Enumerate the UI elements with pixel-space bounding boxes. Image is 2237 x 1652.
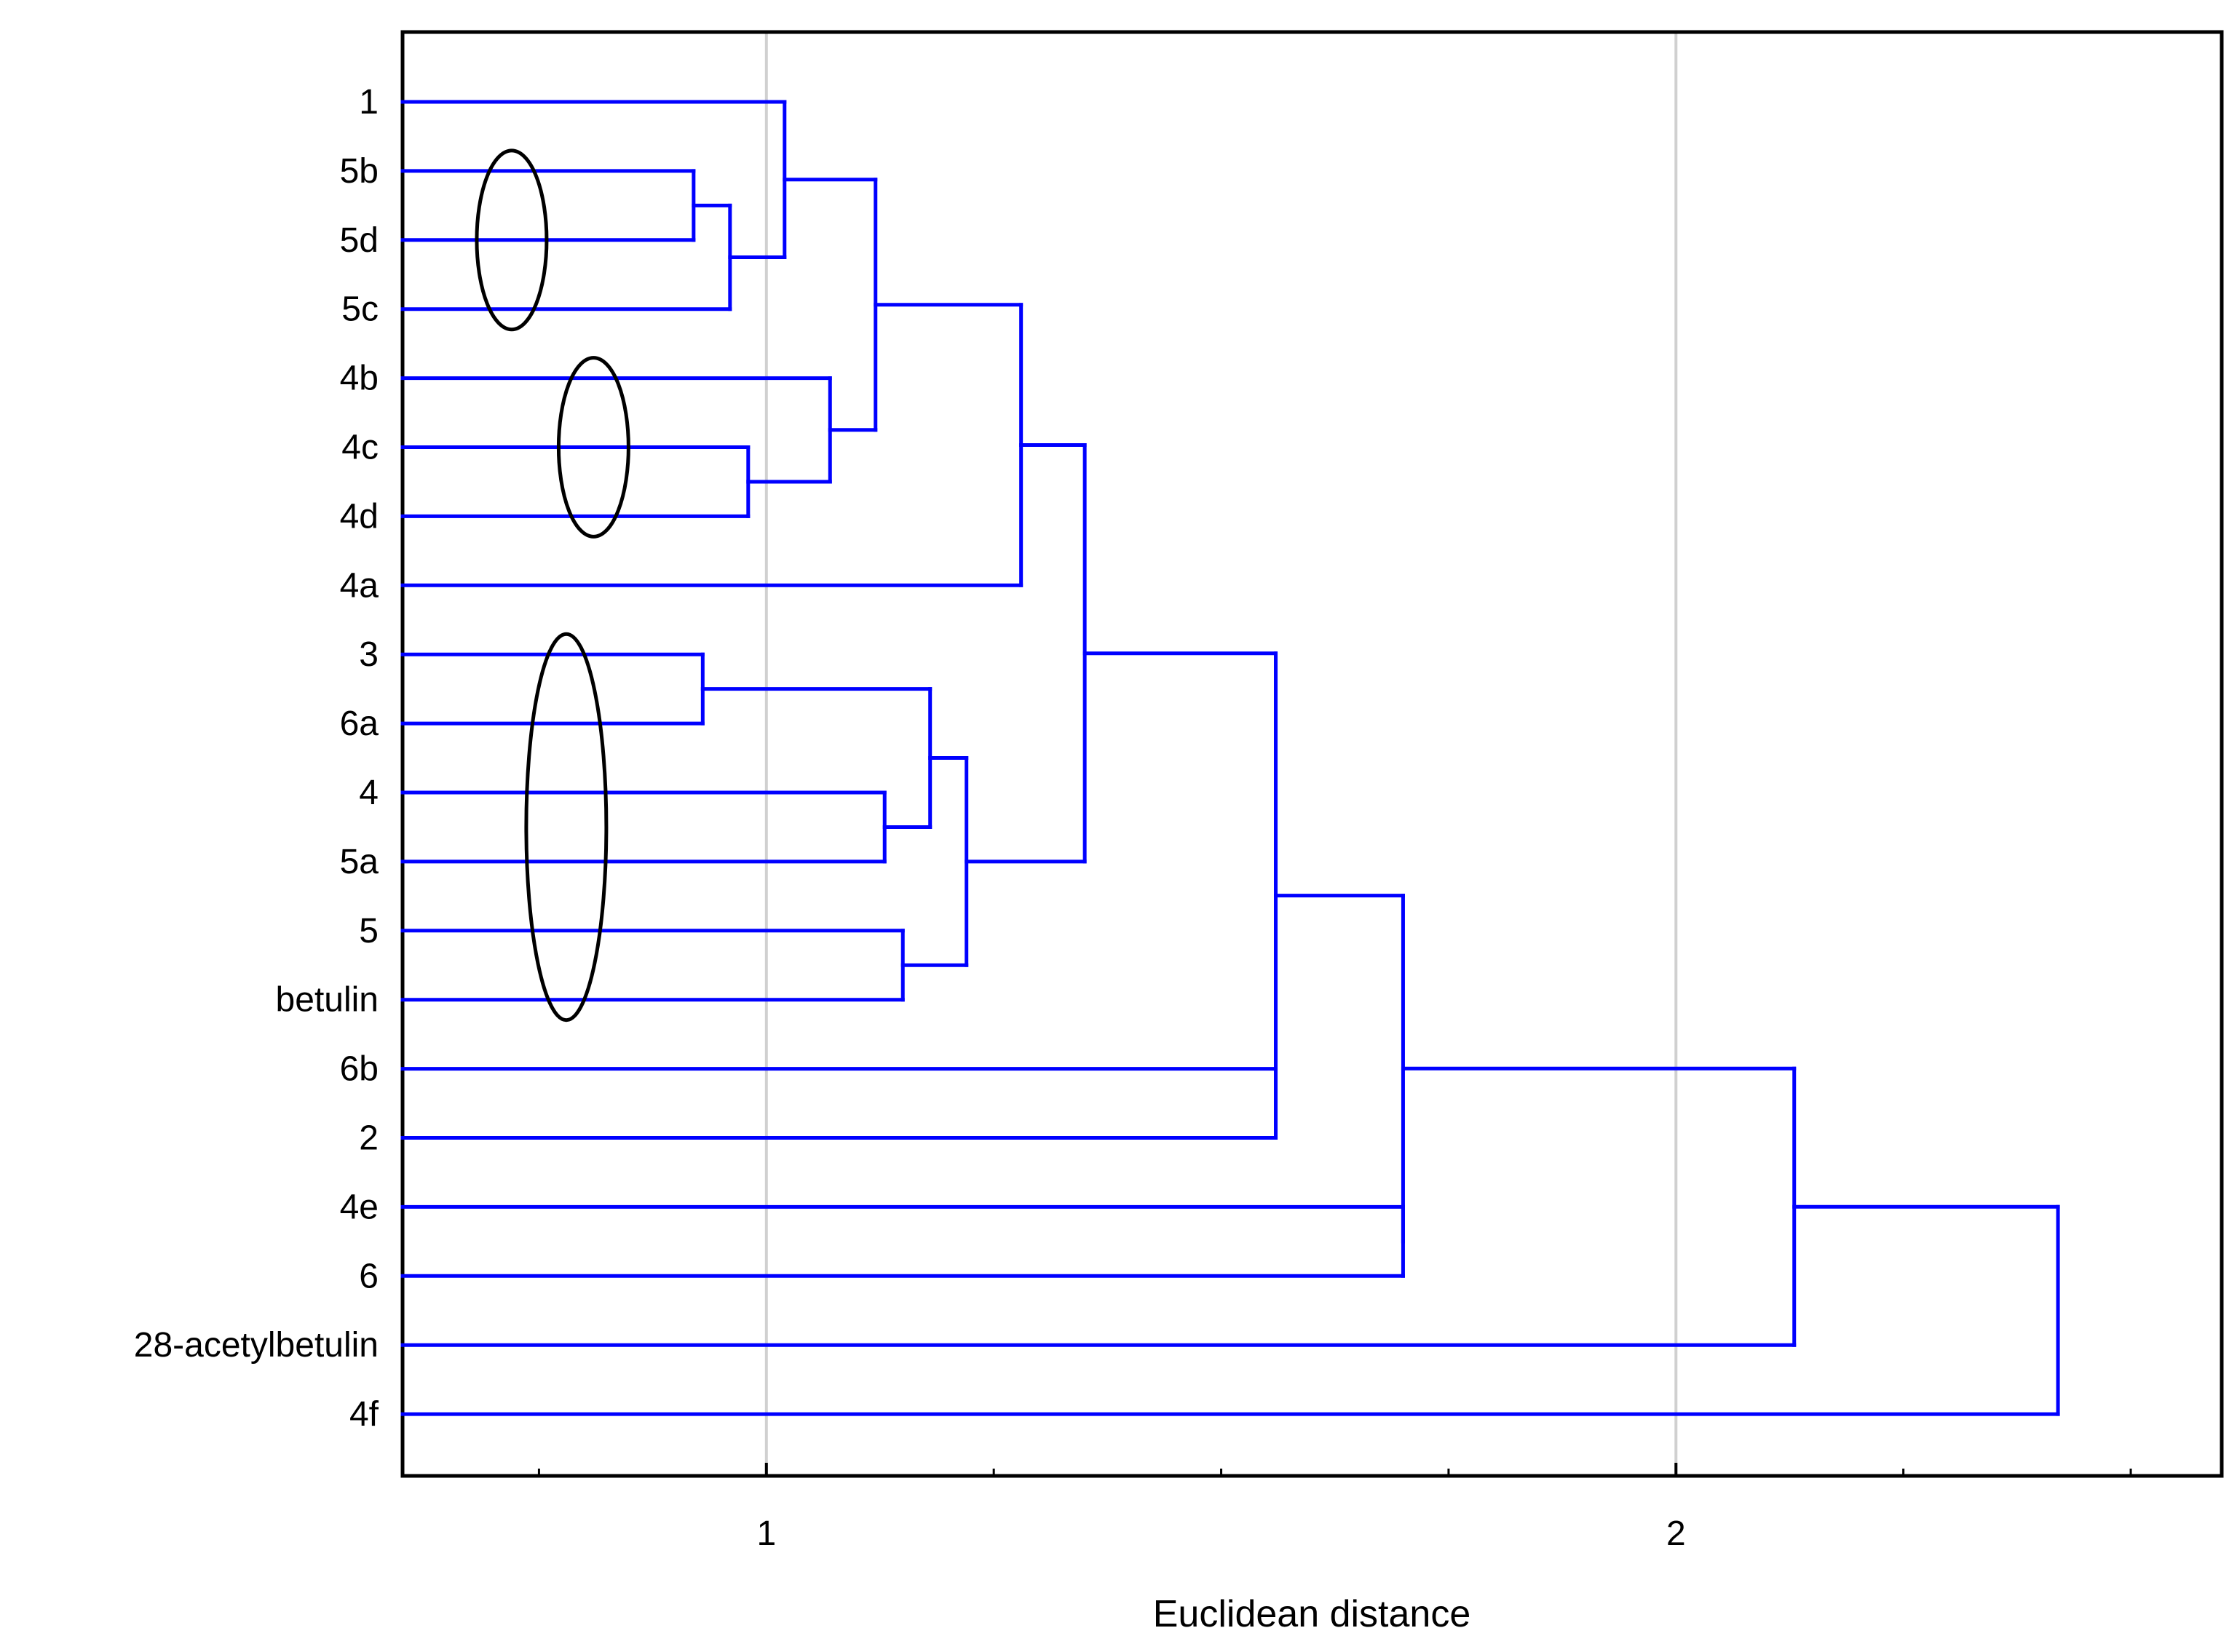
leaf-label: 4b xyxy=(340,360,379,398)
leaf-label: 4c xyxy=(341,429,379,467)
leaf-label: 4 xyxy=(359,774,379,812)
leaf-label: 4d xyxy=(340,497,379,536)
leaf-label: 6b xyxy=(340,1050,379,1089)
cluster-ellipse xyxy=(475,148,549,332)
cluster-annotations xyxy=(475,148,630,1022)
plot-frame xyxy=(400,30,2224,1478)
leaf-label: betulin xyxy=(276,981,379,1020)
leaf-label: 3 xyxy=(359,635,379,674)
leaf-label: 5c xyxy=(341,290,379,329)
leaf-labels: 1 5b 5d 5c 4b 4c 4d 4a 3 6a 4 5a 5 betulin 6b 2 4e 6 28-ac… xyxy=(134,83,379,1434)
leaf-label: 6a xyxy=(340,704,379,743)
leaf-label: 2 xyxy=(359,1119,379,1158)
leaf-label: 1 xyxy=(359,83,379,122)
x-tick-label: 1 xyxy=(756,1514,776,1553)
leaf-label: 4f xyxy=(349,1395,379,1434)
dendrogram-links xyxy=(400,100,2060,1416)
leaf-label: 5d xyxy=(340,221,379,260)
leaf-label: 4a xyxy=(340,566,379,605)
cluster-ellipse xyxy=(556,356,630,539)
leaf-label: 5a xyxy=(340,843,379,881)
leaf-label: 5 xyxy=(359,912,379,950)
x-axis-title: Euclidean distance xyxy=(1153,1593,1471,1635)
x-axis-ticks xyxy=(537,1463,2132,1476)
cluster-ellipse xyxy=(524,632,609,1022)
gridlines xyxy=(764,32,1678,1476)
leaf-label: 4e xyxy=(340,1188,379,1226)
leaf-label: 6 xyxy=(359,1257,379,1295)
leaf-label: 5b xyxy=(340,152,379,191)
leaf-label: 28-acetylbetulin xyxy=(134,1326,379,1365)
x-tick-label: 2 xyxy=(1666,1514,1686,1553)
